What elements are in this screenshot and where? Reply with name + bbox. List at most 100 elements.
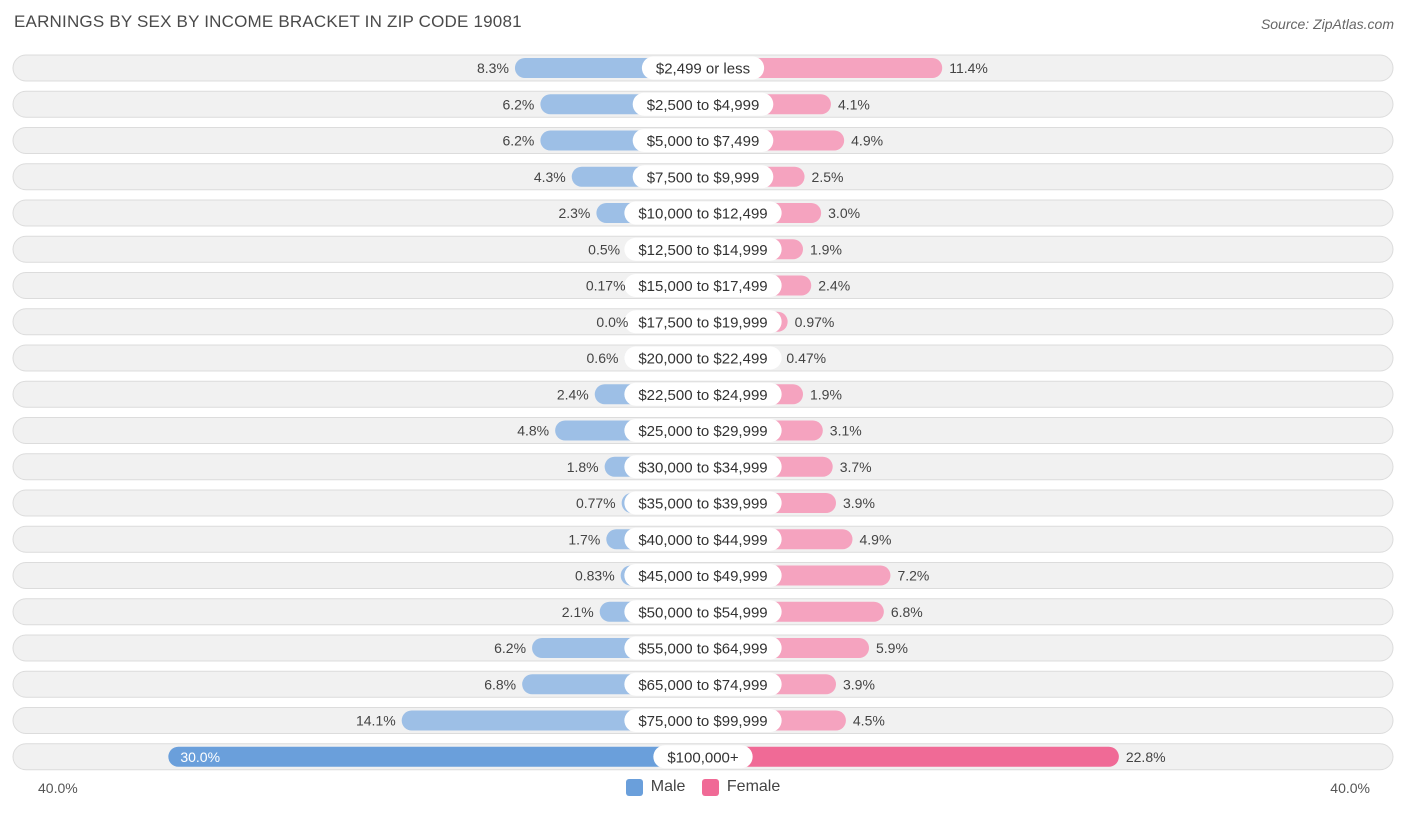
category-pill: [624, 600, 782, 624]
female-bar: [703, 746, 1119, 767]
category-label: $22,500 to $24,999: [638, 387, 767, 404]
category-pill: [632, 129, 774, 152]
source-note: Source: ZipAtlas.com: [1260, 16, 1394, 32]
male-value-label: 0.5%: [588, 241, 620, 257]
category-label: $65,000 to $74,999: [638, 677, 767, 694]
bar-row: $17,500 to $19,999 0.0% 0.97%: [12, 308, 1394, 336]
female-value-label: 4.9%: [859, 531, 891, 547]
male-value-label: 1.8%: [567, 459, 599, 475]
female-value-label: 4.1%: [838, 96, 870, 112]
category-label: $10,000 to $12,499: [638, 206, 767, 223]
category-pill: [624, 382, 782, 406]
male-value-label: 1.7%: [568, 531, 600, 547]
female-value-label: 2.4%: [818, 278, 850, 294]
male-value-label: 2.1%: [562, 604, 594, 620]
female-value-label: 3.7%: [840, 459, 872, 475]
female-value-label: 2.5%: [812, 169, 844, 185]
bar-row: $100,000+ 30.0% 22.8%: [12, 743, 1394, 771]
category-pill: [632, 92, 774, 116]
female-value-label: 3.9%: [843, 676, 875, 692]
bar-row: $50,000 to $54,999 2.1% 6.8%: [12, 598, 1394, 626]
category-label: $100,000+: [667, 749, 739, 766]
female-value-label: 4.9%: [851, 133, 883, 149]
female-value-label: 0.97%: [795, 314, 835, 330]
category-pill: [624, 636, 782, 660]
male-value-label: 0.0%: [596, 314, 628, 330]
bar-row: $12,500 to $14,999 0.5% 1.9%: [12, 235, 1394, 263]
bar-row: $25,000 to $29,999 4.8% 3.1%: [12, 417, 1394, 444]
male-value-label: 14.1%: [356, 713, 396, 729]
chart-title: EARNINGS BY SEX BY INCOME BRACKET IN ZIP…: [14, 12, 522, 31]
category-label: $35,000 to $39,999: [638, 496, 767, 513]
category-label: $5,000 to $7,499: [647, 133, 760, 150]
bar-row: $35,000 to $39,999 0.77% 3.9%: [12, 489, 1394, 517]
male-value-label: 2.4%: [557, 386, 589, 402]
female-value-label: 7.2%: [897, 568, 929, 584]
category-label: $12,500 to $14,999: [638, 242, 767, 259]
bar-row: $65,000 to $74,999 6.8% 3.9%: [12, 670, 1394, 698]
male-value-label: 30.0%: [180, 749, 220, 765]
male-value-label: 6.2%: [502, 96, 534, 112]
male-value-label: 6.8%: [484, 676, 516, 692]
male-value-label: 0.6%: [587, 350, 619, 366]
category-pill: [624, 491, 782, 515]
legend-label-male: Male: [650, 778, 686, 795]
bar-row: $45,000 to $49,999 0.83% 7.2%: [12, 562, 1394, 589]
bar-row: $40,000 to $44,999 1.7% 4.9%: [12, 525, 1394, 553]
category-pill: [624, 419, 782, 442]
male-value-label: 4.8%: [517, 423, 549, 439]
category-label: $55,000 to $64,999: [638, 641, 767, 658]
female-value-label: 11.4%: [949, 60, 988, 76]
bar-row: $75,000 to $99,999 14.1% 4.5%: [12, 707, 1394, 734]
bar-row: $30,000 to $34,999 1.8% 3.7%: [12, 453, 1394, 481]
female-value-label: 4.5%: [853, 713, 885, 729]
category-label: $20,000 to $22,499: [638, 351, 767, 368]
category-pill: [632, 165, 774, 189]
category-label: $45,000 to $49,999: [638, 568, 767, 585]
category-pill: [624, 527, 782, 551]
female-value-label: 1.9%: [810, 386, 842, 402]
bar-row: $2,500 to $4,999 6.2% 4.1%: [12, 90, 1394, 118]
bar-row: $7,500 to $9,999 4.3% 2.5%: [12, 163, 1394, 191]
bar-row: $15,000 to $17,499 0.17% 2.4%: [12, 272, 1394, 299]
category-label: $7,500 to $9,999: [647, 169, 760, 186]
legend-swatch-male: [625, 778, 643, 796]
bar-row: $10,000 to $12,499 2.3% 3.0%: [12, 199, 1394, 227]
category-pill: [624, 346, 782, 370]
bar-row: $20,000 to $22,499 0.6% 0.47%: [12, 344, 1394, 372]
category-pill: [641, 56, 765, 80]
bar-row: $22,500 to $24,999 2.4% 1.9%: [12, 380, 1394, 408]
category-label: $25,000 to $29,999: [638, 423, 767, 440]
female-value-label: 5.9%: [876, 640, 908, 656]
male-bar: [168, 746, 703, 767]
male-value-label: 8.3%: [477, 60, 509, 76]
legend-item-male[interactable]: Male: [625, 778, 686, 796]
category-pill: [624, 237, 782, 261]
female-value-label: 22.8%: [1126, 749, 1166, 765]
male-value-label: 0.77%: [576, 495, 616, 511]
bar-row: $55,000 to $64,999 6.2% 5.9%: [12, 634, 1394, 662]
category-pill: [624, 564, 782, 587]
female-value-label: 1.9%: [810, 241, 842, 257]
male-value-label: 0.83%: [575, 568, 615, 584]
female-value-label: 3.9%: [843, 495, 875, 511]
axis-label-left: 40.0%: [38, 780, 78, 796]
axis-label-right: 40.0%: [1330, 780, 1370, 796]
legend-swatch-female: [701, 778, 719, 796]
category-pill: [624, 455, 782, 479]
category-label: $15,000 to $17,499: [638, 278, 767, 295]
category-pill: [624, 709, 782, 732]
male-value-label: 4.3%: [534, 169, 566, 185]
category-label: $2,500 to $4,999: [647, 97, 760, 114]
category-label: $50,000 to $54,999: [638, 604, 767, 621]
category-pill: [624, 274, 782, 297]
legend-item-female[interactable]: Female: [701, 778, 781, 796]
category-label: $75,000 to $99,999: [638, 713, 767, 730]
male-value-label: 0.17%: [586, 278, 626, 294]
category-pill: [653, 745, 753, 769]
legend-label-female: Female: [726, 778, 781, 795]
male-value-label: 6.2%: [494, 640, 526, 656]
category-pill: [624, 310, 782, 334]
category-pill: [624, 672, 782, 696]
bar-row: $2,499 or less 8.3% 11.4%: [12, 54, 1394, 82]
